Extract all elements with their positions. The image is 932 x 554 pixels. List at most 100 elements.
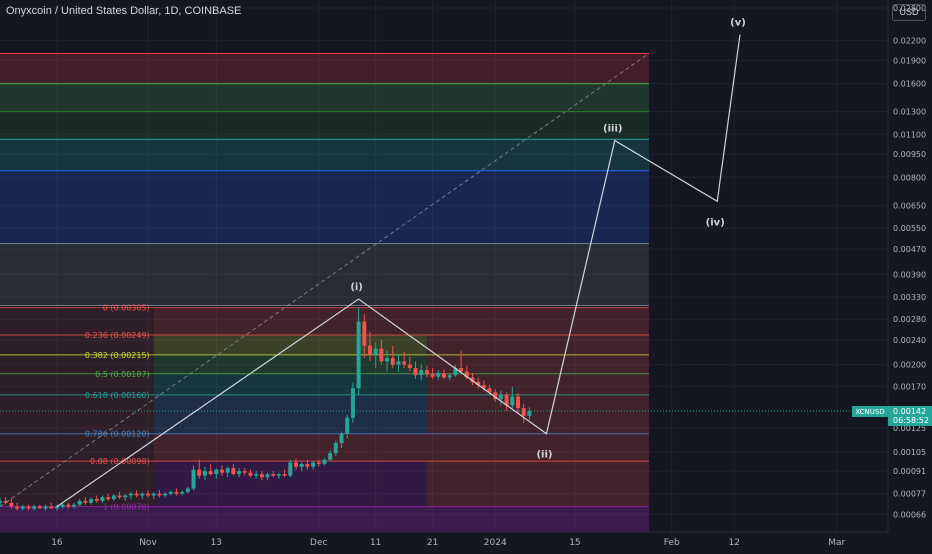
candle-body [242, 471, 247, 473]
candle-body [265, 474, 270, 478]
elliott-wave-path [56, 34, 741, 508]
chart-title: Onyxcoin / United States Dollar, 1D, COI… [6, 5, 242, 17]
fib-zone [153, 373, 427, 395]
candle-body [77, 500, 82, 505]
currency-button[interactable]: USD [892, 4, 926, 21]
fib-retracement: 0 (0.00305) 0.236 (0.00249) 0.382 (0.00215… [0, 304, 649, 532]
fib-zone [153, 335, 427, 355]
x-tick-label: Feb [664, 538, 680, 548]
candle-body [32, 506, 37, 509]
candle-body [83, 500, 88, 503]
x-tick-label: Dec [310, 538, 327, 548]
candle-body [305, 463, 310, 467]
candle-body [111, 495, 116, 500]
candle-body [37, 506, 42, 509]
candle-body [151, 493, 156, 496]
fib-level-label: 0.382 (0.00215) [85, 351, 150, 360]
candle-body [493, 392, 498, 400]
x-tick-label: 13 [211, 538, 222, 548]
y-tick-label: 0.00091 [893, 467, 926, 476]
candle-body [15, 506, 20, 509]
candle-body [89, 499, 94, 503]
candle-body [197, 469, 202, 476]
candle-body [487, 388, 492, 393]
candle-body [385, 358, 390, 362]
candle-body [436, 373, 441, 377]
candle-body [453, 368, 458, 376]
candle-body [339, 433, 344, 444]
symbol-tag [852, 405, 888, 417]
candle-body [521, 408, 526, 416]
x-tick-label: 11 [370, 538, 381, 548]
candle-body [516, 396, 520, 409]
candle-body [134, 493, 139, 496]
candle-body [345, 417, 350, 434]
fib-extension-bands [0, 52, 649, 306]
wave-label: (i) [350, 282, 363, 293]
price-axis-bg [888, 0, 932, 550]
y-tick-label: 0.00125 [893, 424, 926, 433]
candle-body [128, 493, 133, 496]
candle-body [311, 462, 316, 467]
candle-body [390, 358, 395, 365]
y-tick-label: 0.00240 [893, 336, 926, 345]
candle-body [481, 385, 486, 389]
candle-body [60, 504, 65, 507]
fib-level-label: 0.786 (0.00120) [85, 430, 150, 439]
candle-body [322, 459, 327, 464]
y-tick-label: 0.00280 [893, 315, 926, 324]
candle-body [0, 500, 2, 503]
y-tick-label: 0.00950 [893, 150, 926, 159]
candle-body [430, 374, 435, 377]
y-tick-label: 0.00390 [893, 270, 926, 279]
candle-body [43, 506, 48, 509]
candle-body [174, 491, 179, 494]
candle-body [362, 321, 367, 346]
candle-body [9, 502, 14, 507]
candle-body [464, 371, 469, 378]
wave-label: (v) [730, 18, 746, 29]
candle-body [504, 394, 509, 406]
y-tick-label: 0.00650 [893, 201, 926, 210]
fib-level-label: 0 (0.00305) [103, 304, 150, 313]
candle-body [180, 491, 185, 494]
candle-body [231, 468, 236, 475]
candle-body [100, 497, 105, 501]
candles [0, 307, 888, 511]
candle-body [146, 493, 150, 496]
x-tick-label: 15 [569, 538, 580, 548]
x-tick-label: Mar [828, 538, 845, 548]
y-tick-label: 0.01600 [893, 80, 926, 89]
candle-body [3, 500, 8, 503]
candle-body [396, 361, 401, 365]
extension-band [0, 83, 649, 112]
fib-zone [153, 307, 427, 336]
candle-body [299, 463, 304, 467]
fib-level-label: 0.236 (0.00249) [85, 331, 150, 340]
extension-band [0, 139, 649, 171]
candle-body [220, 469, 224, 473]
extension-band [0, 111, 649, 140]
candle-body [163, 493, 168, 496]
candle-body [510, 396, 515, 406]
trend-line [0, 53, 650, 507]
candle-body [185, 488, 190, 492]
candle-body [72, 504, 76, 507]
candle-body [368, 345, 372, 355]
elliott-wave: (i) (ii) (iii) (iv) (v) [56, 18, 746, 508]
candle-body [294, 462, 298, 467]
fib-zone [153, 394, 427, 434]
fib-zone [153, 354, 427, 374]
candle-body [316, 462, 321, 464]
y-tick-label: 0.02800 [893, 4, 926, 13]
candle-body [379, 348, 384, 362]
candle-body [442, 373, 446, 378]
x-tick-label: 2024 [484, 538, 507, 548]
y-tick-label: 0.00105 [893, 448, 926, 457]
candle-body [419, 370, 424, 376]
y-tick-label: 0.02200 [893, 37, 926, 46]
candle-body [271, 474, 276, 476]
